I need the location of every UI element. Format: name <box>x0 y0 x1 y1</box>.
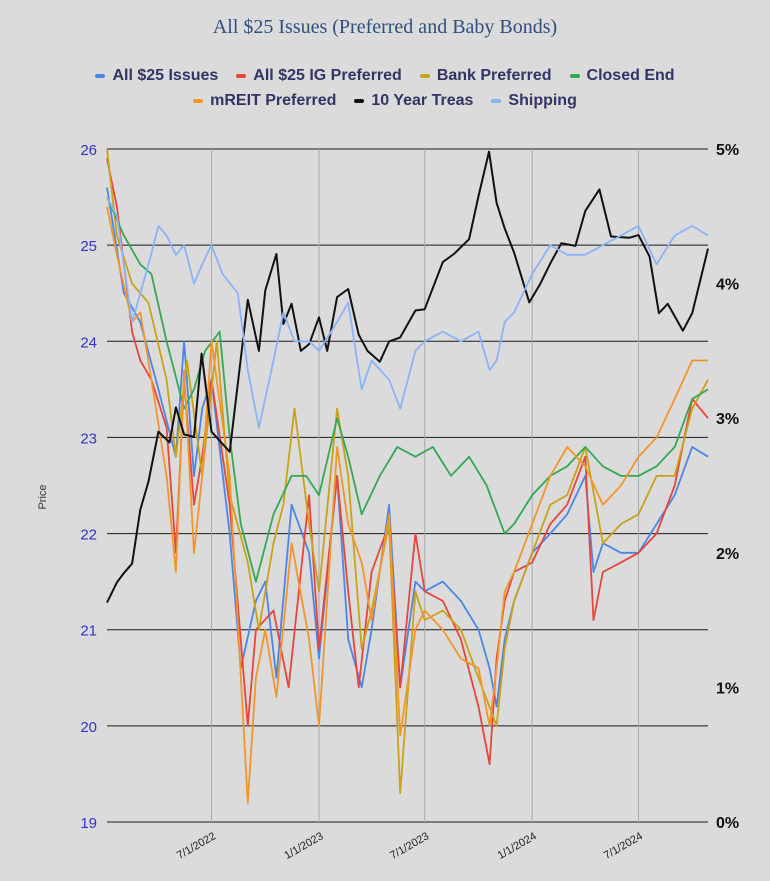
y-tick-label: 25 <box>80 238 97 255</box>
x-tick-label: 7/1/2023 <box>388 830 431 862</box>
legend-swatch <box>95 74 106 78</box>
legend-row: mREIT Preferred 10 Year Treas Shipping <box>0 92 770 110</box>
legend-item: Closed End <box>569 67 675 85</box>
y-tick-label: 23 <box>80 430 97 447</box>
y-tick-label: 21 <box>80 623 97 640</box>
y2-tick-label: 1% <box>716 680 739 697</box>
y-tick-label: 22 <box>80 527 97 544</box>
legend-swatch <box>491 99 502 103</box>
legend-item: All $25 IG Preferred <box>236 67 402 85</box>
legend-item: Shipping <box>491 92 577 110</box>
legend-label: Closed End <box>586 67 675 84</box>
legend-swatch <box>193 99 204 103</box>
x-tick-label: 1/1/2023 <box>282 830 325 862</box>
legend-item: All $25 Issues <box>95 67 218 85</box>
y-tick-label: 24 <box>80 334 97 351</box>
y2-tick-label: 5% <box>716 142 739 159</box>
legend-swatch <box>569 74 580 78</box>
x-tick-label: 7/1/2024 <box>602 830 645 862</box>
y-tick-label: 20 <box>80 719 97 736</box>
series-line-shipping <box>106 196 709 429</box>
legend-label: All $25 IG Preferred <box>253 67 402 84</box>
legend-swatch <box>419 74 430 78</box>
legend-label: mREIT Preferred <box>210 92 337 109</box>
y2-tick-label: 3% <box>716 411 739 428</box>
y-tick-label: 19 <box>80 815 97 832</box>
series-line-all-25-issues <box>106 187 709 708</box>
y-tick-label: 26 <box>80 142 97 159</box>
legend-label: All $25 Issues <box>112 67 219 84</box>
series-line-closed-end <box>106 196 709 583</box>
legend-label: Shipping <box>508 92 577 109</box>
series-line-10-year-treas <box>106 150 709 604</box>
legend-item: Bank Preferred <box>419 67 552 85</box>
series-line-mreit-preferred <box>106 206 708 804</box>
legend-item: 10 Year Treas <box>354 92 473 110</box>
x-tick-label: 1/1/2024 <box>496 830 539 862</box>
y2-tick-label: 2% <box>716 546 739 563</box>
y-axis-title: Price <box>37 484 49 509</box>
legend-item: mREIT Preferred <box>193 92 336 110</box>
legend-label: 10 Year Treas <box>371 92 474 109</box>
legend-swatch <box>354 99 365 103</box>
legend-swatch <box>236 74 247 78</box>
y2-tick-label: 4% <box>716 277 739 294</box>
chart-title: All $25 Issues (Preferred and Baby Bonds… <box>212 16 558 38</box>
legend-label: Bank Preferred <box>436 67 552 84</box>
y2-tick-label: 0% <box>716 815 739 832</box>
x-tick-label: 7/1/2022 <box>175 830 218 862</box>
legend-row: All $25 Issues All $25 IG Preferred Bank P… <box>0 67 770 85</box>
series-line-all-25-ig-preferred <box>106 158 709 766</box>
